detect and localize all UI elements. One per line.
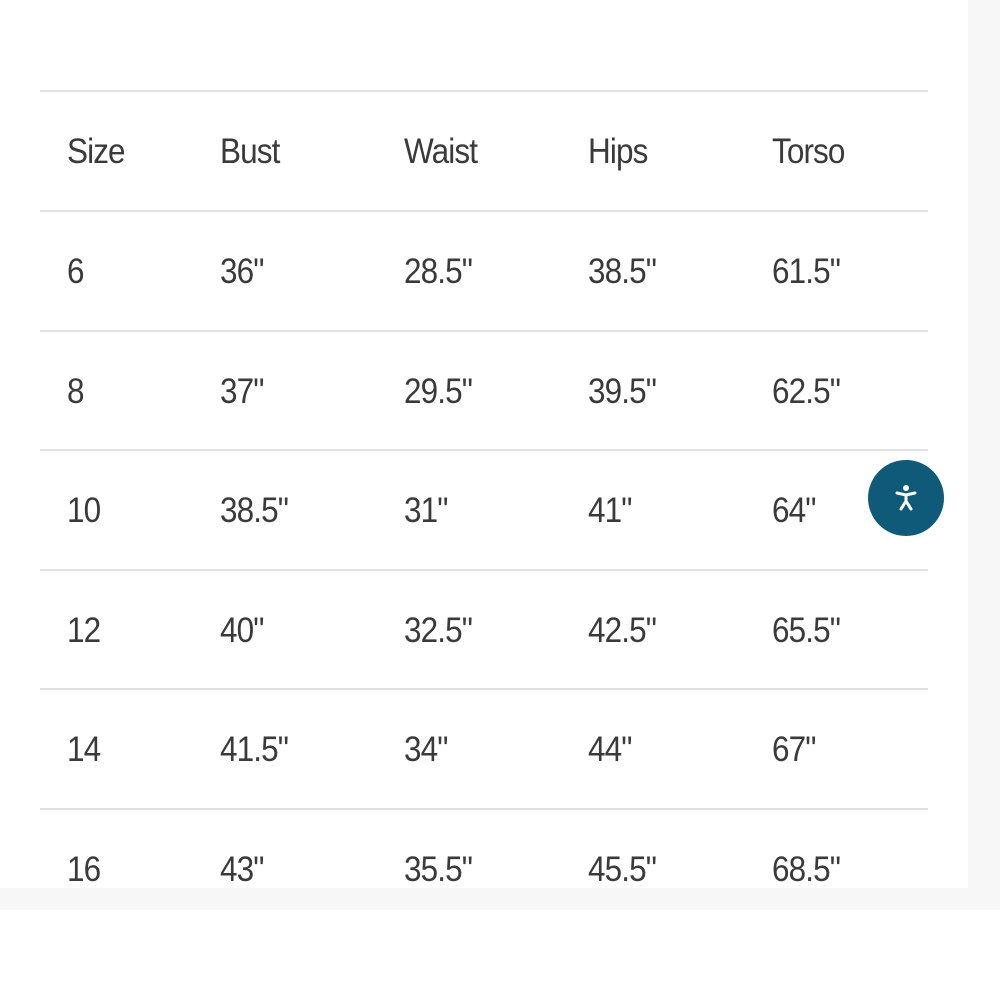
- cell-size: 12: [67, 610, 101, 650]
- cell-size: 10: [67, 491, 101, 530]
- cell-waist: 34": [404, 730, 448, 769]
- table-row: 16 43" 35.5" 45.5" 68.5": [40, 807, 928, 889]
- cell-waist: 35.5": [404, 849, 473, 889]
- table-header-row: Size Bust Waist Hips Torso: [40, 90, 928, 211]
- cell-bust: 41.5": [220, 730, 289, 769]
- accessibility-button[interactable]: [868, 460, 944, 536]
- cell-bust: 40": [220, 610, 264, 650]
- cell-torso: 67": [772, 730, 816, 769]
- cell-bust: 37": [220, 371, 264, 411]
- size-chart-panel: Size Bust Waist Hips Torso 6 36" 28.5" 38.5…: [40, 90, 928, 889]
- header-size: Size: [67, 132, 126, 171]
- bottom-band: [0, 888, 1000, 910]
- cell-size: 8: [67, 371, 85, 411]
- cell-bust: 38.5": [220, 491, 289, 530]
- cell-waist: 31": [404, 491, 448, 530]
- cell-torso: 64": [772, 491, 816, 530]
- accessibility-person-icon: [895, 485, 917, 511]
- cell-waist: 28.5": [404, 252, 473, 291]
- cell-hips: 44": [588, 730, 632, 769]
- header-hips: Hips: [588, 132, 648, 171]
- cell-size: 16: [67, 849, 101, 889]
- table-row: 10 38.5" 31" 41" 64": [40, 449, 928, 570]
- table-row: 12 40" 32.5" 42.5" 65.5": [40, 568, 928, 690]
- cell-hips: 42.5": [588, 610, 657, 650]
- scroll-gutter: [968, 0, 1000, 888]
- header-torso: Torso: [772, 132, 845, 171]
- cell-waist: 32.5": [404, 610, 473, 650]
- cell-torso: 61.5": [772, 252, 841, 291]
- cell-hips: 45.5": [588, 849, 657, 889]
- cell-waist: 29.5": [404, 371, 473, 411]
- header-waist: Waist: [404, 132, 478, 171]
- cell-torso: 65.5": [772, 610, 841, 650]
- table-row: 8 37" 29.5" 39.5" 62.5": [40, 329, 928, 451]
- cell-hips: 41": [588, 491, 632, 530]
- table-row: 6 36" 28.5" 38.5" 61.5": [40, 210, 928, 331]
- cell-torso: 68.5": [772, 849, 841, 889]
- cell-hips: 38.5": [588, 252, 657, 291]
- cell-bust: 36": [220, 252, 264, 291]
- cell-size: 6: [67, 252, 85, 291]
- cell-bust: 43": [220, 849, 264, 889]
- header-bust: Bust: [220, 132, 280, 171]
- cell-hips: 39.5": [588, 371, 657, 411]
- cell-size: 14: [67, 730, 101, 769]
- table-row: 14 41.5" 34" 44" 67": [40, 688, 928, 809]
- cell-torso: 62.5": [772, 371, 841, 411]
